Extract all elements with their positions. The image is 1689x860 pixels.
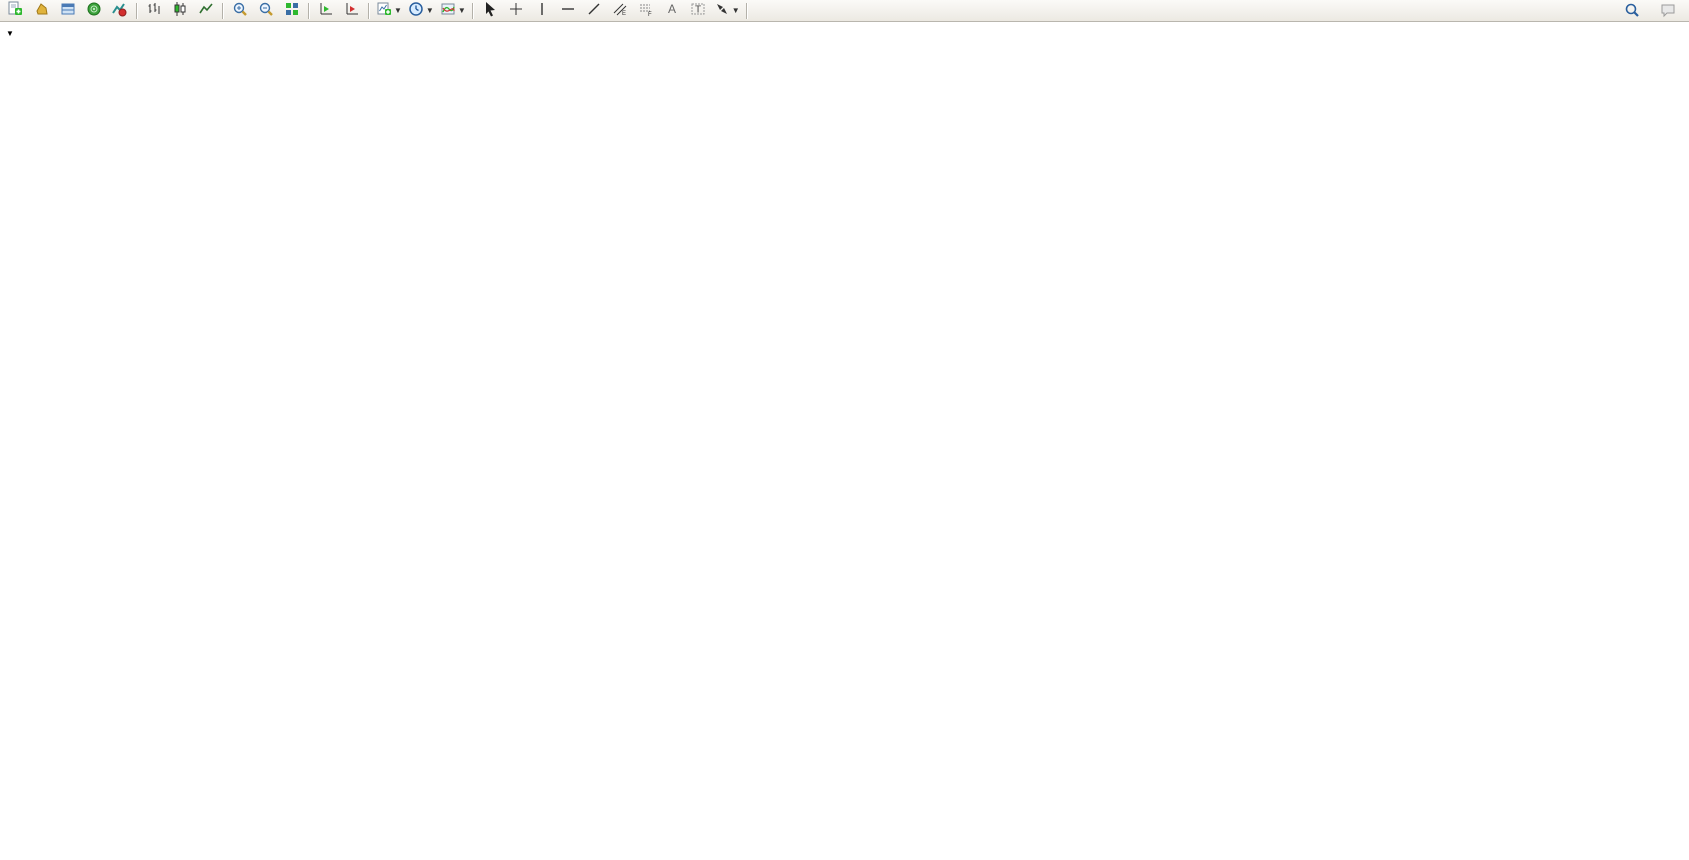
- arrows-icon: [714, 1, 730, 20]
- zoom-in-icon: [232, 1, 248, 20]
- search-button[interactable]: [1619, 0, 1645, 22]
- text-icon: A: [664, 1, 680, 20]
- chevron-down-icon: ▼: [425, 6, 434, 15]
- indicators-button[interactable]: ▼: [437, 0, 469, 22]
- line-chart-button[interactable]: [193, 0, 219, 22]
- crosshair-icon: [508, 1, 524, 20]
- profiles-button[interactable]: ▼: [405, 0, 437, 22]
- toolbar-separator: [471, 2, 474, 19]
- data-window-icon: [60, 1, 76, 20]
- toolbar-separator: [136, 2, 138, 19]
- channel-button[interactable]: E: [607, 0, 633, 22]
- new-chart-button[interactable]: ▼: [373, 0, 405, 22]
- bar-chart-button[interactable]: [141, 0, 167, 22]
- tile-windows-icon: [284, 1, 300, 20]
- toolbar-separator: [308, 2, 310, 19]
- chat-icon: [1660, 2, 1676, 21]
- arrange-auto-icon: [318, 1, 334, 20]
- indicators-icon: [440, 1, 456, 20]
- hline-icon: [560, 1, 576, 20]
- new-order-icon: [7, 1, 23, 20]
- vline-icon: [534, 1, 550, 20]
- line-chart-icon: [198, 1, 214, 20]
- channel-icon: E: [612, 1, 628, 20]
- profiles-icon: [408, 1, 424, 20]
- vline-button[interactable]: [529, 0, 555, 22]
- candlestick-icon: [172, 1, 188, 20]
- toolbar-separator: [368, 2, 370, 19]
- notifications-button[interactable]: [1655, 0, 1681, 22]
- svg-text:A: A: [668, 2, 676, 16]
- new-order-button[interactable]: [3, 0, 29, 22]
- toolbar-separator: [745, 2, 748, 19]
- chart-area[interactable]: [0, 22, 1689, 860]
- new-chart-icon: [376, 1, 392, 20]
- autotrade-button[interactable]: [107, 0, 133, 22]
- autotrade-icon: [111, 1, 127, 20]
- main-toolbar: ▼ ▼ ▼: [0, 0, 1689, 22]
- trendline-button[interactable]: [581, 0, 607, 22]
- svg-text:E: E: [622, 11, 626, 17]
- tile-windows-button[interactable]: [279, 0, 305, 22]
- chevron-down-icon: ▼: [457, 6, 466, 15]
- text-label-button[interactable]: T: [685, 0, 711, 22]
- cursor-button[interactable]: [477, 0, 503, 22]
- cursor-icon: [482, 1, 498, 20]
- arrange-cascade-button[interactable]: [339, 0, 365, 22]
- fibonacci-button[interactable]: F: [633, 0, 659, 22]
- text-label-icon: T: [690, 1, 706, 20]
- chart-collapse-icon[interactable]: ▼: [6, 29, 14, 38]
- arrange-auto-button[interactable]: [313, 0, 339, 22]
- hline-button[interactable]: [555, 0, 581, 22]
- navigator-button[interactable]: [81, 0, 107, 22]
- zoom-out-button[interactable]: [253, 0, 279, 22]
- text-button[interactable]: A: [659, 0, 685, 22]
- trendline-icon: [586, 1, 602, 20]
- svg-text:F: F: [648, 12, 652, 17]
- chevron-down-icon: ▼: [394, 6, 402, 15]
- crosshair-button[interactable]: [503, 0, 529, 22]
- chart-title-bar: ▼: [6, 26, 26, 40]
- bar-chart-icon: [146, 1, 162, 20]
- navigator-icon: [86, 1, 102, 20]
- chevron-down-icon: ▼: [731, 6, 740, 15]
- arrange-cascade-icon: [344, 1, 360, 20]
- fibonacci-icon: F: [638, 1, 654, 20]
- market-watch-icon: [34, 1, 50, 20]
- data-window-button[interactable]: [55, 0, 81, 22]
- toolbar-separator: [222, 2, 224, 19]
- svg-text:T: T: [695, 5, 701, 16]
- candlestick-button[interactable]: [167, 0, 193, 22]
- search-icon: [1624, 2, 1640, 21]
- arrows-button[interactable]: ▼: [711, 0, 743, 22]
- zoom-out-icon: [258, 1, 274, 20]
- market-watch-button[interactable]: [29, 0, 55, 22]
- zoom-in-button[interactable]: [227, 0, 253, 22]
